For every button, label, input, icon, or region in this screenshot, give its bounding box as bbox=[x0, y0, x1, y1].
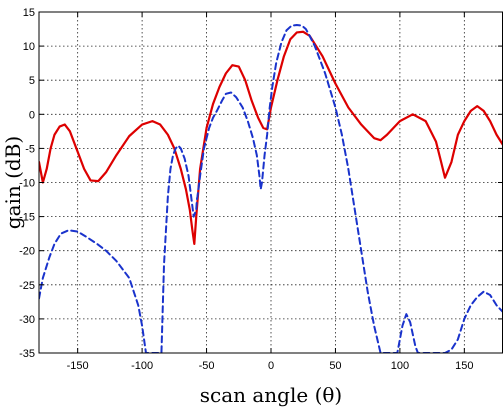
y-tick-label: -15 bbox=[19, 212, 35, 224]
y-tick-label: 0 bbox=[29, 109, 35, 121]
x-tick-label: -50 bbox=[199, 360, 215, 372]
x-tick-label: 100 bbox=[391, 360, 409, 372]
y-tick-label: -10 bbox=[19, 178, 35, 190]
x-tick-label: 0 bbox=[268, 360, 274, 372]
x-axis-label: scan angle (θ) bbox=[200, 383, 342, 407]
plot-frame bbox=[38, 11, 503, 354]
y-tick-label: -20 bbox=[19, 246, 35, 258]
x-tick-label: 150 bbox=[455, 360, 473, 372]
y-tick-label: -30 bbox=[19, 314, 35, 326]
y-tick-label: 15 bbox=[23, 7, 35, 19]
y-tick-label: -35 bbox=[19, 348, 35, 360]
series-line-solid-red bbox=[39, 30, 503, 245]
axis-ticks: -150 -100 -50 0 50 100 150151050-5-10-15-20-25… bbox=[19, 7, 503, 372]
x-tick-label: -150 bbox=[67, 360, 89, 372]
y-tick-label: 10 bbox=[23, 41, 35, 53]
y-axis-label: gain (dB) bbox=[1, 136, 25, 229]
series-line-dashed-blue bbox=[39, 23, 503, 353]
y-tick-label: -25 bbox=[19, 280, 35, 292]
y-tick-label: 5 bbox=[29, 75, 35, 87]
plot-area bbox=[39, 23, 503, 353]
x-tick-label: 50 bbox=[329, 360, 341, 372]
grid bbox=[39, 11, 503, 354]
y-tick-label: -5 bbox=[25, 143, 35, 155]
x-tick-label: -100 bbox=[131, 360, 153, 372]
